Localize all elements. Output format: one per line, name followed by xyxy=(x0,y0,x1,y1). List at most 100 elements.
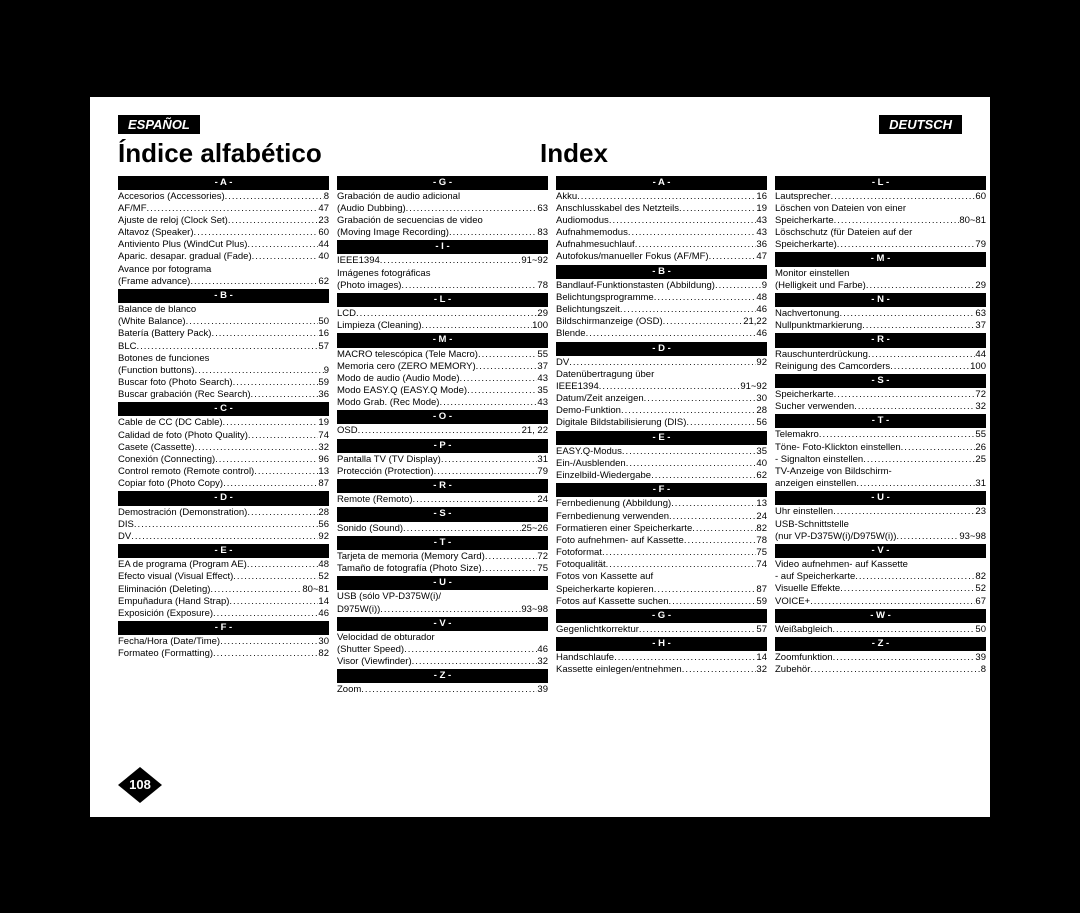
index-entry-continuation: Fotos von Kassette auf xyxy=(556,571,767,583)
index-entry-page: 46 xyxy=(318,608,329,620)
leader-dots xyxy=(854,401,975,413)
index-entry-page: 47 xyxy=(756,251,767,263)
index-entry-page: 75 xyxy=(537,563,548,575)
letter-heading: - E - xyxy=(556,431,767,445)
index-entry: Formateo (Formatting)82 xyxy=(118,648,329,660)
index-entry-label: Tamaño de fotografía (Photo Size) xyxy=(337,563,482,575)
leader-dots xyxy=(663,316,744,328)
leader-dots xyxy=(248,430,319,442)
index-entry: Visuelle Effekte52 xyxy=(775,583,986,595)
index-entry: Modo de audio (Audio Mode)43 xyxy=(337,373,548,385)
leader-dots xyxy=(213,648,318,660)
index-entry: Fecha/Hora (Date/Time)30 xyxy=(118,636,329,648)
letter-heading: - S - xyxy=(775,374,986,388)
index-entry: Fotoformat75 xyxy=(556,547,767,559)
index-entry-page: 57 xyxy=(318,341,329,353)
index-entry: Speicherkarte)79 xyxy=(775,239,986,251)
index-entry: Töne- Foto-Klickton einstellen26 xyxy=(775,442,986,454)
index-entry-continuation: Grabación de secuencias de video xyxy=(337,215,548,227)
leader-dots xyxy=(692,523,756,535)
title-left: Índice alfabético xyxy=(118,138,540,169)
leader-dots xyxy=(819,429,976,441)
leader-dots xyxy=(671,498,756,510)
leader-dots xyxy=(252,251,319,263)
index-entry: Kassette einlegen/entnehmen32 xyxy=(556,664,767,676)
letter-heading: - M - xyxy=(337,333,548,347)
index-entry-label: OSD xyxy=(337,425,358,437)
index-entry: Digitale Bildstabilisierung (DIS)56 xyxy=(556,417,767,429)
index-entry-continuation: Löschschutz (für Dateien auf der xyxy=(775,227,986,239)
index-entry-continuation: USB (sólo VP-D375W(i)/ xyxy=(337,591,548,603)
index-entry-label: Akku xyxy=(556,191,577,203)
index-entry: Einzelbild-Wiedergabe62 xyxy=(556,470,767,482)
index-entry-continuation: Grabación de audio adicional xyxy=(337,191,548,203)
index-entry-label: D975W(i)) xyxy=(337,604,380,616)
letter-heading: - C - xyxy=(118,402,329,416)
index-entry-label: BLC xyxy=(118,341,136,353)
index-entry-label: Fotoqualität xyxy=(556,559,606,571)
index-entry-label: Buscar grabación (Rec Search) xyxy=(118,389,251,401)
leader-dots xyxy=(834,389,976,401)
title-right: Index xyxy=(540,138,962,169)
leader-dots xyxy=(223,478,318,490)
index-entry: Gegenlichtkorrektur57 xyxy=(556,624,767,636)
leader-dots xyxy=(679,203,756,215)
letter-heading: - B - xyxy=(118,289,329,303)
leader-dots xyxy=(635,239,757,251)
leader-dots xyxy=(131,531,318,543)
index-entry-label: Foto aufnehmen- auf Kassette xyxy=(556,535,684,547)
index-entry: AF/MF47 xyxy=(118,203,329,215)
index-entry-label: anzeigen einstellen xyxy=(775,478,856,490)
index-entry-label: Ein-/Ausblenden xyxy=(556,458,626,470)
index-entry-page: 13 xyxy=(318,466,329,478)
index-entry-label: Limpieza (Cleaning) xyxy=(337,320,421,332)
leader-dots xyxy=(478,349,537,361)
index-entry: Fotos auf Kassette suchen59 xyxy=(556,596,767,608)
letter-heading: - F - xyxy=(556,483,767,497)
index-entry: Cable de CC (DC Cable)19 xyxy=(118,417,329,429)
index-entry-page: 36 xyxy=(756,239,767,251)
index-entry-label: (Photo images) xyxy=(337,280,401,292)
index-entry-page: 46 xyxy=(537,644,548,656)
index-entry-page: 35 xyxy=(537,385,548,397)
index-entry-page: 8 xyxy=(324,191,329,203)
index-entry-label: VOICE+ xyxy=(775,596,810,608)
index-entry-label: Speicherkarte xyxy=(775,215,834,227)
index-entry-page: 9 xyxy=(762,280,767,292)
index-entry: MACRO telescópica (Tele Macro)55 xyxy=(337,349,548,361)
manual-page: ESPAÑOL DEUTSCH Índice alfabético Index … xyxy=(90,97,990,817)
index-entry: IEEE139491~92 xyxy=(337,255,548,267)
leader-dots xyxy=(830,191,975,203)
letter-heading: - U - xyxy=(337,576,548,590)
index-entry-label: Control remoto (Remote control) xyxy=(118,466,254,478)
index-entry-label: Remote (Remoto) xyxy=(337,494,413,506)
index-entry-page: 16 xyxy=(318,328,329,340)
index-entry: Bandlauf-Funktionstasten (Abbildung)9 xyxy=(556,280,767,292)
index-entry: Demostración (Demonstration)28 xyxy=(118,507,329,519)
index-entry: Ein-/Ausblenden40 xyxy=(556,458,767,470)
index-entry: Uhr einstellen23 xyxy=(775,506,986,518)
leader-dots xyxy=(380,255,522,267)
letter-heading: - L - xyxy=(337,293,548,307)
letter-heading: - D - xyxy=(118,491,329,505)
index-entry-page: 9 xyxy=(324,365,329,377)
index-entry-label: Zubehör xyxy=(775,664,810,676)
index-entry: Copiar foto (Photo Copy)87 xyxy=(118,478,329,490)
index-entry: Reinigung des Camcorders100 xyxy=(775,361,986,373)
index-entry-label: Calidad de foto (Photo Quality) xyxy=(118,430,248,442)
letter-heading: - E - xyxy=(118,544,329,558)
index-entry-label: - auf Speicherkarte xyxy=(775,571,855,583)
index-entry-label: Nullpunktmarkierung xyxy=(775,320,862,332)
index-entry: (nur VP-D375W(i)/D975W(i))93~98 xyxy=(775,531,986,543)
index-entry-label: Speicherkarte) xyxy=(775,239,837,251)
index-entry-page: 82 xyxy=(756,523,767,535)
index-entry-label: Sonido (Sound) xyxy=(337,523,403,535)
index-entry-page: 37 xyxy=(537,361,548,373)
index-entry-page: 28 xyxy=(318,507,329,519)
index-entry: Bildschirmanzeige (OSD)21,22 xyxy=(556,316,767,328)
index-entry-label: Memoria cero (ZERO MEMORY) xyxy=(337,361,476,373)
index-entry-label: Visuelle Effekte xyxy=(775,583,840,595)
index-entry: Belichtungsprogramme48 xyxy=(556,292,767,304)
leader-dots xyxy=(228,215,319,227)
letter-heading: - U - xyxy=(775,491,986,505)
